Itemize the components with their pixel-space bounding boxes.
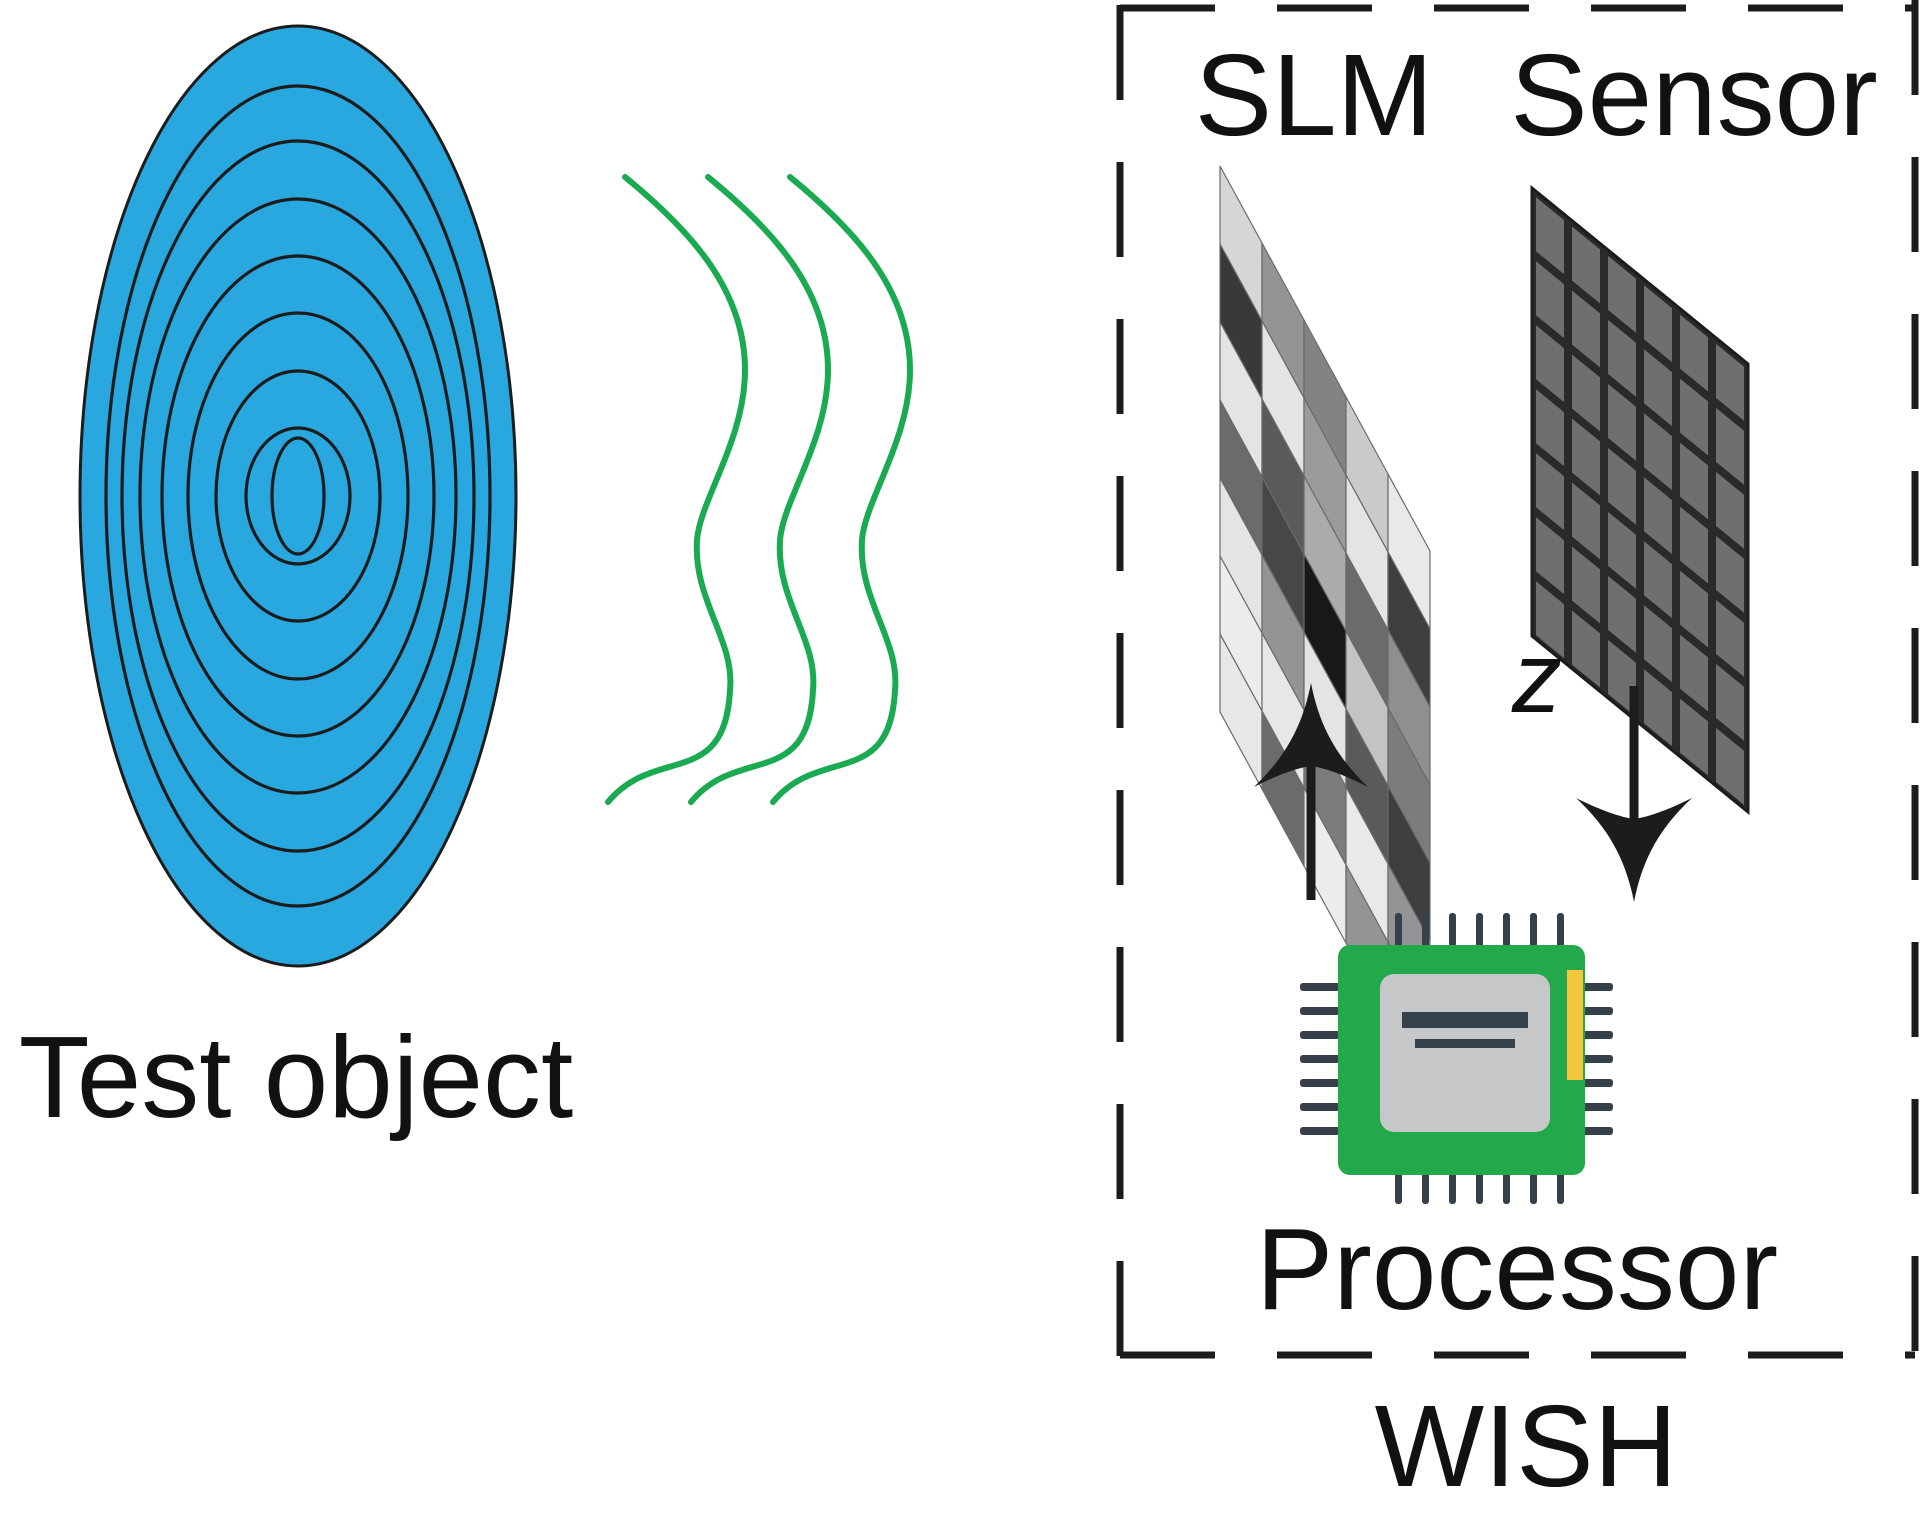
sensor-pixel [1572, 610, 1600, 688]
sensor-pixel [1572, 418, 1600, 496]
sensor-pixel [1716, 663, 1744, 741]
sensor-pixel [1680, 506, 1708, 584]
chip-pin [1300, 983, 1340, 991]
slm-label: SLM [1195, 30, 1434, 160]
wavefront [688, 174, 832, 805]
sensor-panel [1530, 184, 1750, 816]
sensor-pixel [1536, 325, 1564, 403]
sensor-pixel [1644, 477, 1672, 555]
chip-pin [1300, 1079, 1340, 1087]
sensor-pixel [1608, 639, 1636, 717]
chip-pin [1300, 1103, 1340, 1111]
chip-pin [1300, 1055, 1340, 1063]
chip-label-bar [1415, 1039, 1515, 1048]
z-label: z [1511, 622, 1562, 734]
chip-pin [1557, 1170, 1564, 1204]
sensor-pixel [1572, 226, 1600, 304]
chip-pin [1395, 1170, 1402, 1204]
chip-pin [1300, 1127, 1340, 1135]
up-arrow-icon [1254, 683, 1368, 787]
sensor-pixel [1644, 413, 1672, 491]
sensor-pixel [1644, 669, 1672, 747]
sensor-pixel [1572, 354, 1600, 432]
sensor-label: Sensor [1510, 30, 1878, 160]
chip-accent [1567, 970, 1583, 1080]
object-ring [104, 84, 492, 908]
sensor-pixel [1644, 541, 1672, 619]
sensor-pixel [1716, 471, 1744, 549]
wavefronts [605, 174, 914, 805]
sensor-pixel [1680, 378, 1708, 456]
object-ring [214, 369, 382, 623]
sensor-pixel [1680, 698, 1708, 776]
slm-panel [1219, 165, 1431, 1098]
chip-pin [1503, 913, 1510, 947]
chip-pin [1503, 1170, 1510, 1204]
object-ring [160, 254, 436, 738]
sensor-pixel [1716, 599, 1744, 677]
chip-pin [1476, 913, 1483, 947]
down-arrow-icon [1576, 798, 1692, 902]
sensor-pixel [1716, 535, 1744, 613]
sensor-pixel [1536, 581, 1564, 659]
object-ring [244, 426, 352, 566]
chip-pin [1300, 1007, 1340, 1015]
sensor-pixel [1680, 634, 1708, 712]
object-ring [78, 24, 518, 968]
sensor-pixel [1644, 605, 1672, 683]
sensor-pixel [1716, 407, 1744, 485]
sensor-pixel [1716, 343, 1744, 421]
chip-pin [1530, 1170, 1537, 1204]
wavefront [770, 174, 914, 805]
sensor-pixel [1608, 447, 1636, 525]
sensor-pixel [1608, 575, 1636, 653]
chip-label-bar [1402, 1012, 1528, 1028]
sensor-pixel [1536, 261, 1564, 339]
arrows [1254, 683, 1692, 902]
object-ring [270, 436, 326, 556]
sensor-pixel [1572, 546, 1600, 624]
processor-label: Processor [1256, 1204, 1778, 1334]
sensor-pixel [1608, 511, 1636, 589]
chip-pin [1422, 1170, 1429, 1204]
sensor-pixel [1680, 442, 1708, 520]
wish-frame [1116, 0, 1919, 1359]
chip-pin [1449, 1170, 1456, 1204]
chip-pin [1395, 913, 1402, 947]
object-ring [186, 311, 410, 681]
sensor-pixel [1716, 727, 1744, 805]
sensor-pixel [1608, 383, 1636, 461]
wish-label: WISH [1375, 1381, 1678, 1511]
sensor-pixel [1536, 389, 1564, 467]
sensor-pixel [1644, 349, 1672, 427]
sensor-pixel [1680, 570, 1708, 648]
chip-core [1380, 974, 1550, 1132]
chip-pin [1557, 913, 1564, 947]
sensor-pixel [1572, 290, 1600, 368]
sensor-pixel [1680, 314, 1708, 392]
sensor-pixel [1572, 482, 1600, 560]
chip-pin [1422, 913, 1429, 947]
chip-pin [1530, 913, 1537, 947]
sensor-pixel [1536, 453, 1564, 531]
object-ring [138, 197, 458, 795]
chip-pin [1449, 913, 1456, 947]
sensor-pixel [1608, 255, 1636, 333]
test-object [78, 24, 518, 968]
sensor-pixel [1536, 517, 1564, 595]
chip-pin [1476, 1170, 1483, 1204]
sensor-pixel [1536, 197, 1564, 275]
sensor-pixel [1644, 285, 1672, 363]
wavefront [605, 174, 749, 805]
sensor-frame [1530, 184, 1750, 816]
chip-pin [1300, 1031, 1340, 1039]
sensor-pixel [1608, 319, 1636, 397]
test-object-label: Test object [19, 1012, 574, 1142]
processor-chip-icon [1300, 913, 1613, 1204]
object-ring [120, 139, 476, 853]
